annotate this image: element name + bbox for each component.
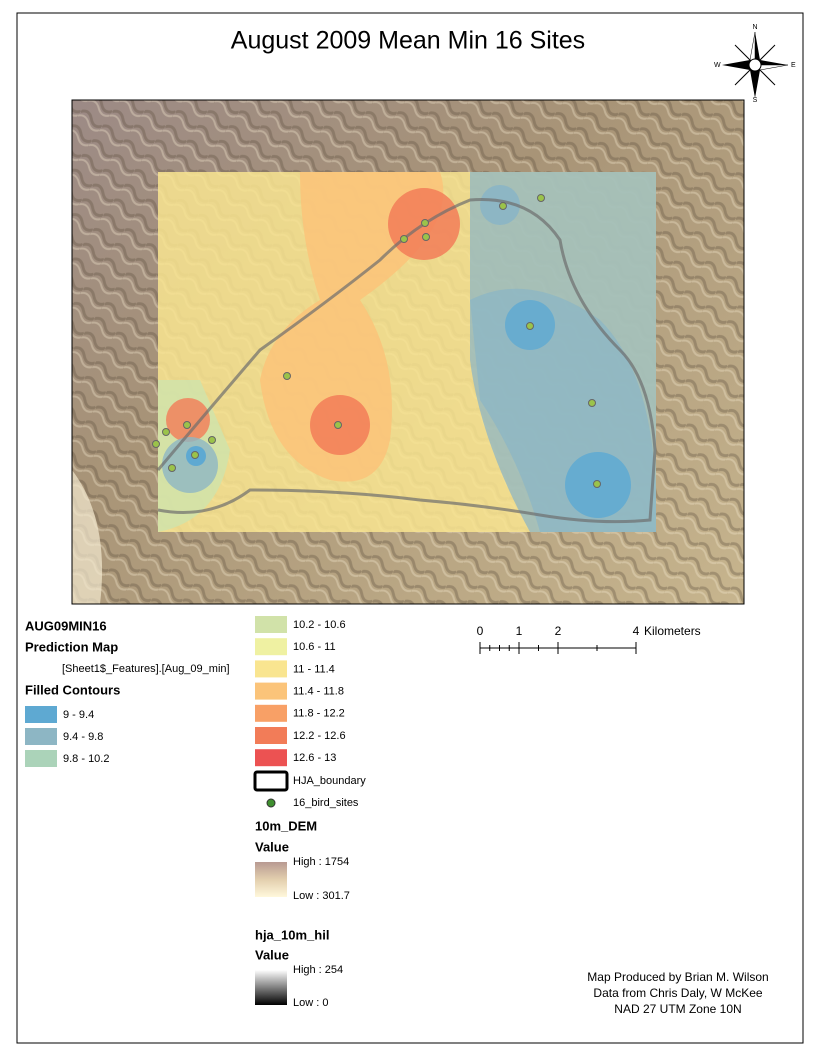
class-label: 10.6 - 11 — [293, 641, 336, 653]
class-swatch — [255, 727, 287, 744]
class-label: 9 - 9.4 — [63, 709, 94, 721]
hil-value-heading: Value — [255, 947, 289, 962]
class-swatch — [255, 704, 287, 722]
legend: AUG09MIN16 Prediction Map [Sheet1$_Featu… — [25, 616, 366, 1009]
east-label: E — [791, 62, 796, 69]
hil-name: hja_10m_hil — [255, 927, 329, 942]
layer-name: AUG09MIN16 — [25, 618, 107, 633]
class-label: 12.2 - 12.6 — [293, 730, 346, 742]
boundary-label: HJA_boundary — [293, 775, 366, 787]
credits: Map Produced by Brian M. Wilson Data from… — [587, 970, 768, 1016]
dem-name: 10m_DEM — [255, 818, 317, 833]
hja-boundary — [156, 198, 657, 524]
sites-label: 16_bird_sites — [293, 797, 359, 809]
prediction-heading: Prediction Map — [25, 639, 118, 654]
scale-unit: Kilometers — [644, 624, 701, 638]
map-frame — [72, 100, 744, 604]
prediction-surface — [158, 172, 656, 532]
south-label: S — [753, 97, 758, 104]
class-swatch — [255, 749, 287, 767]
credit-line: Data from Chris Daly, W McKee — [593, 986, 762, 1000]
class-swatch — [255, 682, 287, 700]
hil-high: High : 254 — [293, 964, 343, 976]
scale-tick-label: 0 — [477, 624, 484, 638]
bird-sites — [152, 194, 601, 488]
hil-low: Low : 0 — [293, 997, 328, 1009]
dem-value-heading: Value — [255, 839, 289, 854]
class-swatch — [255, 616, 287, 633]
credit-line: NAD 27 UTM Zone 10N — [614, 1002, 741, 1016]
dem-low: Low : 301.7 — [293, 890, 350, 902]
sites-swatch — [266, 798, 276, 808]
scale-tick-label: 1 — [516, 624, 523, 638]
contours-heading: Filled Contours — [25, 682, 120, 697]
class-label: 10.2 - 10.6 — [293, 619, 346, 631]
hil-ramp — [255, 970, 287, 1005]
dem-ramp — [255, 862, 287, 897]
class-swatch — [255, 638, 287, 656]
west-label: W — [714, 62, 721, 69]
class-label: 11 - 11.4 — [293, 663, 335, 675]
scale-tick-label: 2 — [555, 624, 562, 638]
credit-line: Map Produced by Brian M. Wilson — [587, 970, 768, 984]
class-label: 9.8 - 10.2 — [63, 753, 109, 765]
class-swatch — [255, 660, 287, 678]
map-title: August 2009 Mean Min 16 Sites — [231, 27, 585, 55]
map-border — [71, 99, 745, 605]
class-label: 12.6 - 13 — [293, 752, 336, 764]
page-border — [16, 12, 804, 1044]
boundary-swatch — [253, 770, 289, 792]
scale-tick-label: 4 — [633, 624, 640, 638]
north-arrow: N S E W — [714, 24, 796, 104]
class-swatch — [25, 706, 57, 723]
class-swatch — [25, 728, 57, 745]
class-label: 9.4 - 9.8 — [63, 731, 103, 743]
scale-bar: 0 1 2 4 Kilometers — [477, 624, 701, 654]
class-label: 11.8 - 12.2 — [293, 708, 345, 720]
class-swatch — [25, 750, 57, 767]
class-label: 11.4 - 11.8 — [293, 686, 344, 698]
field-name: [Sheet1$_Features].[Aug_09_min] — [62, 663, 230, 675]
north-label: N — [752, 24, 757, 31]
dem-high: High : 1754 — [293, 856, 349, 868]
